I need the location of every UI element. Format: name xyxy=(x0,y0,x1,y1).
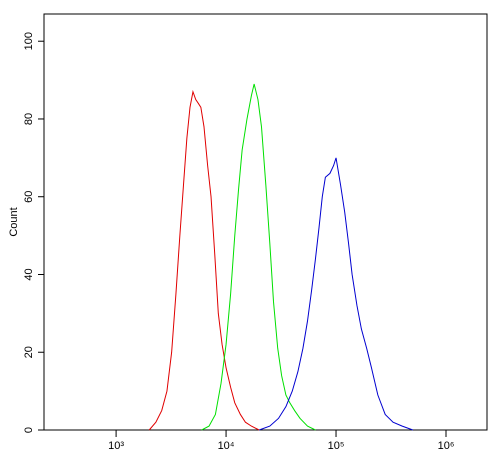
y-tick-label: 20 xyxy=(23,346,35,358)
x-tick-label: 10⁴ xyxy=(218,440,235,452)
y-tick-label: 0 xyxy=(23,427,35,433)
x-tick-label: 10⁵ xyxy=(328,440,345,452)
histogram-line xyxy=(258,157,414,431)
y-tick-label: 80 xyxy=(23,113,35,125)
x-tick-label: 10³ xyxy=(108,440,124,452)
y-tick-label: 100 xyxy=(23,32,35,50)
y-axis-label: Count xyxy=(8,207,20,236)
x-tick-label: 10⁶ xyxy=(438,440,455,452)
histogram-line xyxy=(148,89,260,431)
y-tick-label: 40 xyxy=(23,268,35,280)
plot-frame xyxy=(43,13,488,431)
y-tick-label: 60 xyxy=(23,191,35,203)
histogram-line xyxy=(201,83,316,431)
